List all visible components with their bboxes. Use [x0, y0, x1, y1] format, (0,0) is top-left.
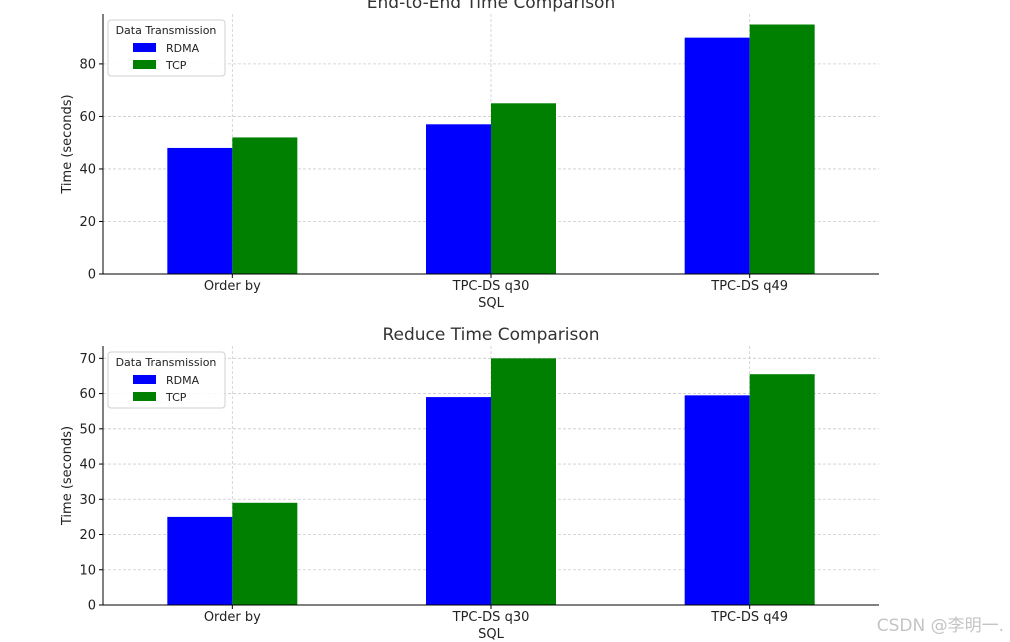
legend-label-tcp: TCP: [165, 59, 187, 72]
chart-title: Reduce Time Comparison: [382, 325, 599, 345]
bars: [167, 358, 815, 605]
y-tick-label: 70: [79, 352, 96, 367]
legend: Data Transmission RDMA TCP: [107, 19, 226, 77]
legend-label-rdma: RDMA: [166, 374, 200, 387]
x-tick-label: TPC-DS q49: [710, 279, 788, 294]
bar-tcp-2: [491, 103, 556, 274]
bars: [167, 24, 815, 274]
bar-rdma-1: [167, 147, 233, 274]
chart-panel-2: 0 10 20 30 40 50 60 70 Order by TPC-DS q30 TPC-DS …: [60, 325, 879, 642]
y-tick-label: 50: [79, 422, 96, 437]
y-tick-label: 0: [88, 599, 96, 614]
y-tick-label: 80: [79, 57, 96, 72]
y-tick-label: 60: [79, 110, 96, 125]
y-tick-label: 40: [79, 162, 96, 177]
x-tick-label: Order by: [204, 610, 261, 625]
y-tick-label: 60: [79, 387, 96, 402]
legend-label-tcp: TCP: [165, 391, 187, 404]
legend-swatch-tcp: [133, 392, 156, 401]
bar-tcp-1: [232, 137, 298, 274]
bar-tcp-3: [749, 24, 815, 274]
x-axis-label: SQL: [478, 296, 504, 311]
y-tick-label: 10: [79, 563, 96, 578]
y-tick-label: 30: [79, 493, 96, 508]
legend-title: Data Transmission: [116, 356, 217, 369]
y-tick-label: 20: [79, 528, 96, 543]
legend-title: Data Transmission: [116, 24, 217, 37]
x-tick-label: TPC-DS q49: [710, 610, 788, 625]
bar-rdma-1: [167, 516, 233, 605]
y-axis-label: Time (seconds): [60, 94, 75, 194]
bar-rdma-2: [426, 124, 491, 274]
bar-tcp-2: [491, 358, 556, 605]
legend: Data Transmission RDMA TCP: [107, 351, 226, 409]
bar-tcp-1: [232, 502, 298, 605]
bar-tcp-3: [749, 374, 815, 605]
chart-panel-1: 0 20 40 60 80 Order by TPC-DS q30 TPC-DS q49 SQL…: [60, 0, 879, 311]
legend-swatch-tcp: [133, 60, 156, 69]
x-axis-label: SQL: [478, 627, 504, 642]
y-tick-label: 0: [88, 268, 96, 283]
bar-rdma-3: [684, 395, 750, 605]
y-tick-label: 40: [79, 458, 96, 473]
x-tick-label: TPC-DS q30: [452, 610, 530, 625]
x-tick-label: Order by: [204, 279, 261, 294]
legend-label-rdma: RDMA: [166, 42, 200, 55]
x-tick-label: TPC-DS q30: [452, 279, 530, 294]
bar-rdma-3: [684, 37, 750, 274]
y-axis-label: Time (seconds): [60, 426, 75, 526]
legend-swatch-rdma: [133, 375, 156, 384]
watermark: CSDN @李明一.: [876, 616, 1004, 636]
legend-swatch-rdma: [133, 43, 156, 52]
y-tick-label: 20: [79, 215, 96, 230]
bar-rdma-2: [426, 397, 491, 605]
chart-title: End-to-End Time Comparison: [367, 0, 615, 13]
